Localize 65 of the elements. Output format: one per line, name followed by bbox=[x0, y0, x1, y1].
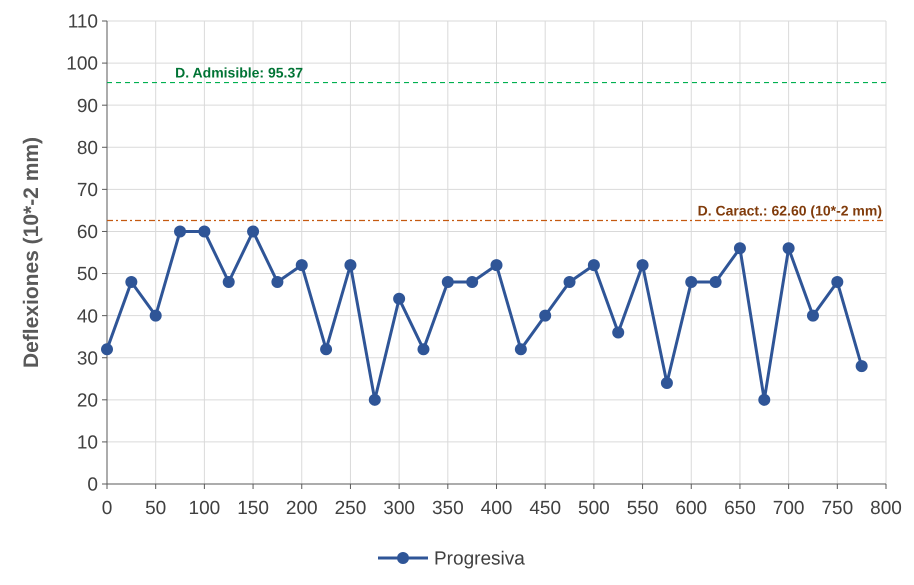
x-tick-label: 200 bbox=[286, 498, 318, 519]
point bbox=[271, 276, 284, 288]
x-tick-label: 250 bbox=[334, 498, 366, 519]
x-tick-label: 650 bbox=[724, 498, 756, 519]
y-tick-label: 30 bbox=[76, 348, 98, 370]
x-tick-label: 150 bbox=[237, 498, 269, 519]
point bbox=[296, 259, 308, 272]
point bbox=[710, 276, 722, 288]
ref-line-label: D. Caract.: 62.60 (10*-2 mm) bbox=[698, 202, 882, 219]
ref-line-label: D. Admisible: 95.37 bbox=[175, 64, 304, 81]
point bbox=[831, 276, 844, 288]
x-tick-label: 550 bbox=[626, 498, 658, 519]
x-tick-label: 100 bbox=[188, 498, 220, 519]
x-tick-label: 750 bbox=[821, 498, 854, 519]
point bbox=[514, 343, 527, 356]
y-tick-label: 90 bbox=[76, 96, 98, 117]
point bbox=[564, 276, 576, 288]
point bbox=[174, 225, 186, 238]
y-tick-label: 100 bbox=[66, 54, 98, 75]
point bbox=[612, 326, 624, 338]
y-tick-label: 50 bbox=[76, 264, 98, 286]
point bbox=[344, 259, 356, 272]
point bbox=[222, 276, 235, 288]
x-tick-label: 700 bbox=[772, 498, 804, 519]
point bbox=[636, 259, 649, 272]
point bbox=[101, 343, 113, 356]
point bbox=[734, 242, 746, 254]
point bbox=[125, 276, 138, 288]
y-tick-label: 0 bbox=[87, 474, 98, 496]
y-tick-label: 80 bbox=[76, 138, 98, 159]
y-tick-label: 110 bbox=[68, 12, 98, 33]
legend-label: Progresiva bbox=[434, 548, 526, 570]
x-tick-label: 300 bbox=[383, 498, 415, 519]
point bbox=[466, 276, 478, 288]
point bbox=[393, 292, 406, 305]
x-tick-label: 450 bbox=[529, 498, 562, 519]
point bbox=[782, 242, 795, 254]
x-tick-label: 50 bbox=[145, 498, 166, 519]
point bbox=[806, 310, 819, 322]
point bbox=[198, 225, 210, 238]
y-tick-label: 70 bbox=[76, 180, 98, 202]
point bbox=[758, 394, 770, 406]
point bbox=[442, 276, 454, 288]
point bbox=[588, 259, 600, 272]
point bbox=[417, 343, 430, 356]
x-tick-label: 500 bbox=[578, 498, 610, 519]
point bbox=[320, 343, 332, 356]
point bbox=[685, 276, 698, 288]
point bbox=[490, 259, 502, 272]
point bbox=[856, 360, 868, 372]
x-tick-label: 350 bbox=[432, 498, 464, 519]
x-tick-label: 800 bbox=[870, 498, 902, 519]
point bbox=[150, 310, 162, 322]
y-tick-label: 40 bbox=[76, 306, 98, 328]
y-tick-label: 20 bbox=[76, 390, 98, 412]
point bbox=[539, 310, 552, 322]
point bbox=[247, 225, 260, 238]
point bbox=[368, 394, 381, 406]
point bbox=[660, 376, 673, 389]
x-tick-label: 400 bbox=[480, 498, 512, 519]
y-axis-title: Deflexiones (10*-2 mm) bbox=[20, 136, 43, 368]
y-tick-label: 60 bbox=[76, 222, 98, 244]
x-tick-label: 0 bbox=[102, 498, 112, 519]
x-tick-label: 600 bbox=[675, 498, 708, 519]
y-tick-label: 10 bbox=[76, 432, 98, 454]
